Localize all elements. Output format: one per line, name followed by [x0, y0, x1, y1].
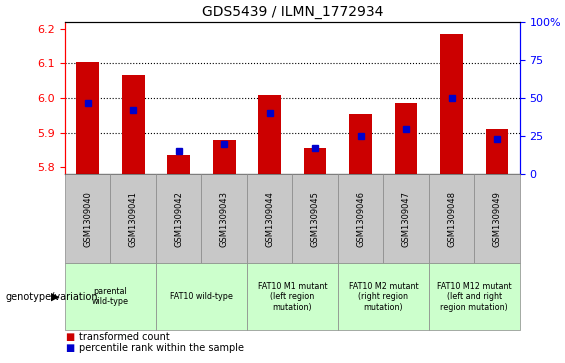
Text: FAT10 wild-type: FAT10 wild-type: [170, 292, 233, 301]
Text: ▶: ▶: [51, 292, 59, 302]
Text: GSM1309046: GSM1309046: [356, 191, 365, 247]
Bar: [122, 76, 145, 174]
Text: GSM1309049: GSM1309049: [493, 191, 502, 246]
Text: GSM1309043: GSM1309043: [220, 191, 229, 247]
Text: GSM1309040: GSM1309040: [83, 191, 92, 246]
Text: GSM1309045: GSM1309045: [311, 191, 320, 246]
Bar: [213, 140, 236, 174]
Text: GSM1309042: GSM1309042: [174, 191, 183, 246]
Title: GDS5439 / ILMN_1772934: GDS5439 / ILMN_1772934: [202, 5, 383, 19]
Bar: [486, 129, 508, 174]
Bar: [304, 148, 327, 174]
Text: FAT10 M2 mutant
(right region
mutation): FAT10 M2 mutant (right region mutation): [349, 282, 418, 312]
Bar: [349, 114, 372, 174]
Text: ■: ■: [65, 343, 74, 353]
Bar: [76, 62, 99, 174]
Bar: [167, 155, 190, 174]
Text: genotype/variation: genotype/variation: [6, 292, 98, 302]
Text: GSM1309041: GSM1309041: [129, 191, 138, 246]
Bar: [258, 94, 281, 174]
Text: FAT10 M12 mutant
(left and right
region mutation): FAT10 M12 mutant (left and right region …: [437, 282, 512, 312]
Text: GSM1309047: GSM1309047: [402, 191, 411, 247]
Text: transformed count: transformed count: [79, 331, 170, 342]
Text: ■: ■: [65, 331, 74, 342]
Bar: [395, 103, 418, 174]
Text: percentile rank within the sample: percentile rank within the sample: [79, 343, 244, 353]
Text: parental
wild-type: parental wild-type: [92, 287, 129, 306]
Text: GSM1309048: GSM1309048: [447, 191, 456, 247]
Text: GSM1309044: GSM1309044: [265, 191, 274, 246]
Bar: [440, 34, 463, 174]
Text: FAT10 M1 mutant
(left region
mutation): FAT10 M1 mutant (left region mutation): [258, 282, 327, 312]
